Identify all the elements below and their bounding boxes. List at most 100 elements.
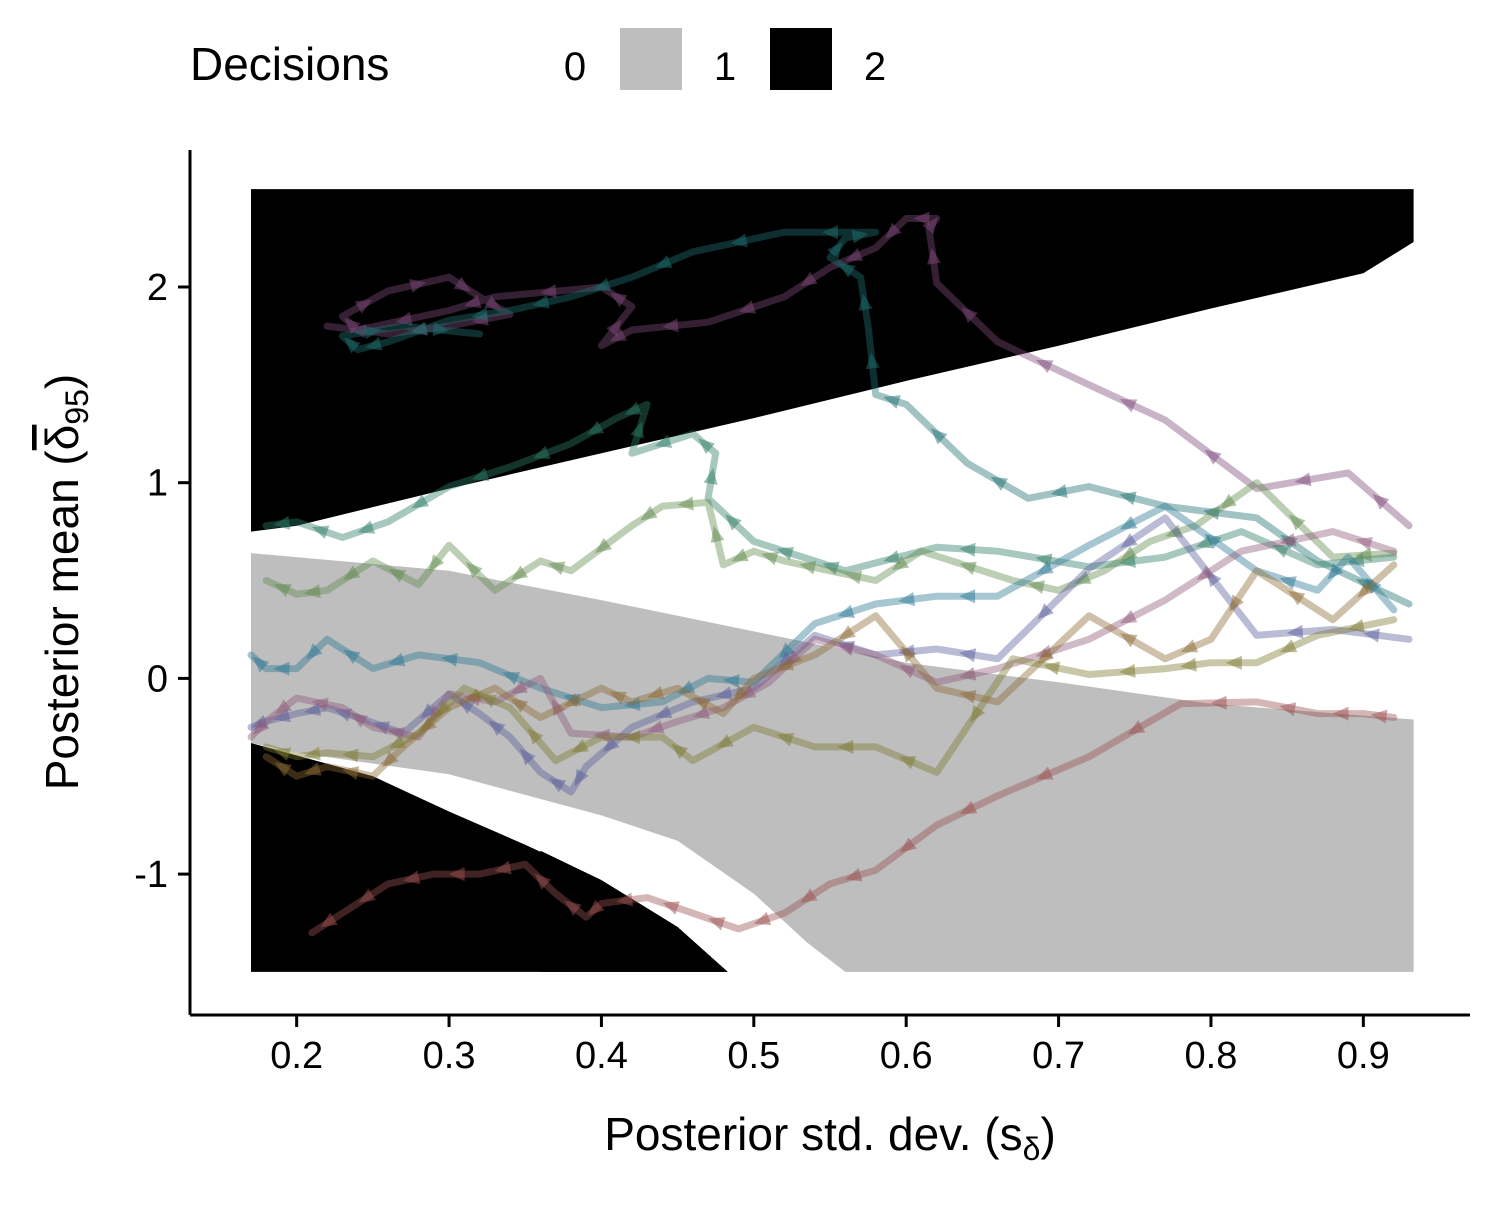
trajectory-marker (678, 680, 696, 694)
trajectory-marker (959, 666, 977, 681)
trajectory-marker (464, 688, 483, 702)
trajectory-marker (1120, 633, 1138, 648)
trajectory-marker (1120, 533, 1138, 548)
trajectory-marker (411, 321, 429, 335)
trajectory-9 (308, 695, 1398, 937)
trajectory-marker (715, 686, 733, 701)
trajectory-3 (262, 479, 1398, 599)
trajectory-marker (898, 592, 916, 607)
trajectory-marker (1119, 399, 1138, 413)
trajectory-marker (1119, 609, 1138, 624)
trajectory-marker (1289, 514, 1306, 531)
trajectory-marker (708, 917, 726, 931)
trajectory-marker (540, 284, 557, 299)
trajectory-marker (851, 229, 869, 244)
trajectory-marker (1225, 655, 1242, 670)
trajectory-marker (1286, 624, 1304, 639)
trajectory-marker (574, 768, 589, 787)
trajectory-marker (838, 625, 856, 640)
trajectory-marker (990, 476, 1009, 491)
trajectory-marker (358, 888, 376, 903)
trajectory-marker (730, 233, 748, 248)
trajectory-marker (532, 295, 550, 309)
legend-label-1: 1 (714, 45, 736, 89)
trajectory-marker (464, 294, 482, 309)
trajectory-marker (1204, 533, 1222, 549)
trajectory-marker (698, 438, 715, 455)
legend-title: Decisions (190, 38, 389, 90)
trajectory-marker (1332, 706, 1349, 721)
trajectory-marker (827, 241, 843, 259)
trajectory-marker (306, 643, 323, 660)
trajectory-marker (913, 211, 930, 226)
trajectory-marker (453, 276, 472, 292)
x-tick-label: 0.4 (575, 1035, 628, 1077)
trajectory-marker (822, 225, 838, 240)
trajectory-marker (510, 698, 529, 714)
y-tick-label: 1 (147, 463, 168, 505)
trajectory-marker (716, 734, 734, 748)
trajectory-marker (901, 645, 917, 663)
legend-swatch-2 (770, 28, 832, 90)
trajectory-marker (1288, 590, 1306, 606)
trajectory-marker (534, 873, 552, 890)
trajectory-marker (343, 565, 361, 581)
trajectory-line-1 (338, 228, 1413, 608)
trajectory-marker (1037, 603, 1054, 620)
trajectory-marker (344, 337, 361, 354)
trajectory-marker (303, 584, 321, 599)
trajectory-marker (1180, 639, 1199, 653)
trajectory-marker (533, 445, 551, 459)
trajectory-marker (432, 322, 450, 337)
trajectory-marker (1279, 639, 1298, 653)
trajectory-marker (311, 697, 329, 712)
trajectory-marker (761, 551, 779, 566)
trajectory-marker (800, 888, 818, 903)
trajectory-marker (1355, 547, 1372, 562)
trajectory-marker (457, 699, 475, 715)
trajectory-marker (606, 319, 622, 337)
trajectory-marker (647, 720, 665, 734)
trajectory-marker (822, 561, 840, 576)
trajectory-marker (1279, 532, 1297, 547)
trajectory-marker (959, 689, 977, 704)
trajectory-marker (350, 713, 369, 728)
trajectory-marker (845, 867, 863, 882)
trajectory-marker (1120, 545, 1138, 561)
trajectory-marker (609, 292, 628, 308)
trajectory-marker (655, 705, 673, 718)
trajectory-marker (1347, 619, 1365, 633)
trajectory-marker (420, 716, 437, 733)
trajectory-marker (776, 546, 795, 561)
trajectory-marker (1204, 449, 1222, 465)
trajectory-marker (927, 247, 941, 265)
trajectory-marker (1037, 648, 1054, 665)
trajectory-marker (837, 739, 854, 754)
trajectory-marker (623, 697, 641, 712)
trajectory-marker (551, 698, 566, 717)
trajectory-marker (411, 494, 430, 509)
legend-label-2: 2 (864, 45, 886, 89)
y-tick-label: 2 (147, 267, 168, 309)
trajectory-marker (304, 762, 322, 776)
trajectory-marker (484, 295, 502, 310)
trajectory-marker (959, 561, 977, 576)
trajectory-marker (602, 736, 620, 753)
trajectory-marker (274, 762, 292, 777)
trajectory-marker (647, 685, 665, 700)
trajectory-marker (885, 222, 902, 239)
trajectory-marker (838, 263, 856, 278)
trajectory-marker (527, 728, 544, 745)
trajectory-marker (837, 604, 855, 619)
trajectory-marker (640, 505, 658, 521)
trajectory-marker (1035, 766, 1054, 780)
trajectory-marker (365, 336, 383, 351)
region-decision-2-lower-fill (540, 850, 728, 972)
trajectory-marker (471, 467, 490, 482)
trajectory-marker (429, 705, 445, 723)
trajectory-marker (466, 562, 483, 579)
trajectory-marker (253, 718, 270, 736)
trajectory-0 (323, 211, 1413, 530)
trajectory-marker (778, 642, 795, 659)
